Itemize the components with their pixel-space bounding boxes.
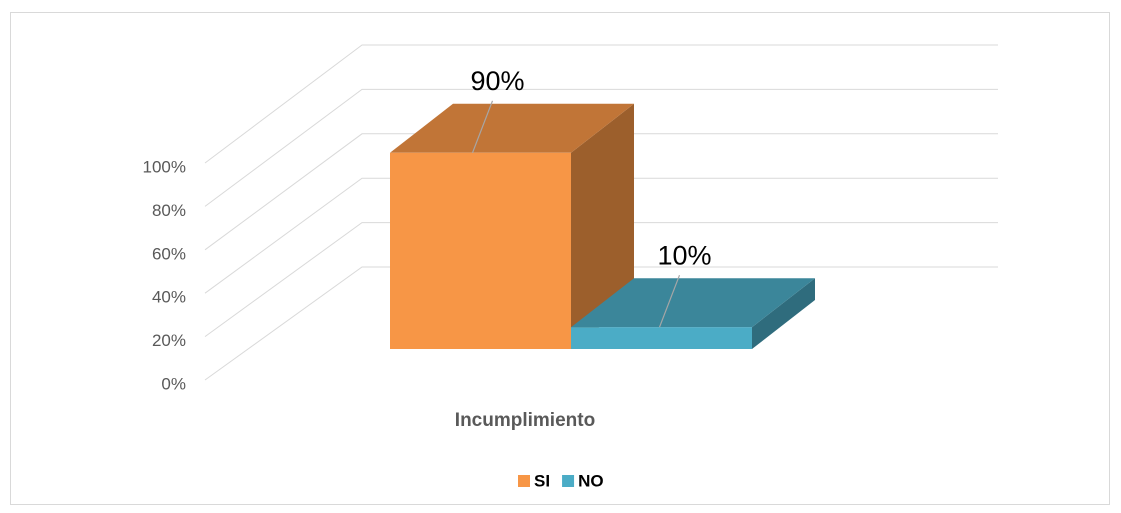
leader-line (658, 274, 681, 328)
bar-front (571, 327, 752, 349)
data-label: 10% (657, 240, 711, 270)
y-tick-label: 60% (152, 244, 186, 263)
bar-side (571, 103, 634, 349)
y-tick-label: 80% (152, 201, 186, 220)
legend-swatch (562, 475, 575, 487)
legend-label: SI (534, 471, 550, 490)
bar-top (571, 278, 815, 328)
y-tick-label: 20% (152, 331, 186, 350)
bar-front (390, 152, 571, 349)
grid-line (204, 177, 998, 294)
bar-top (390, 103, 634, 153)
leader-line (471, 100, 494, 154)
y-tick-label: 40% (152, 288, 186, 307)
grid-line (204, 266, 998, 381)
x-tick-label: Incumplimiento (455, 410, 595, 431)
grid-line (204, 44, 998, 164)
data-label: 90% (470, 66, 524, 96)
y-tick-label: 100% (143, 157, 186, 176)
legend-swatch (518, 475, 530, 487)
grid-line (204, 88, 998, 207)
y-tick-label: 0% (161, 374, 186, 393)
legend-label: NO (578, 471, 604, 490)
grid-line (204, 222, 998, 338)
bar-side (752, 278, 815, 349)
grid-line (204, 133, 998, 251)
